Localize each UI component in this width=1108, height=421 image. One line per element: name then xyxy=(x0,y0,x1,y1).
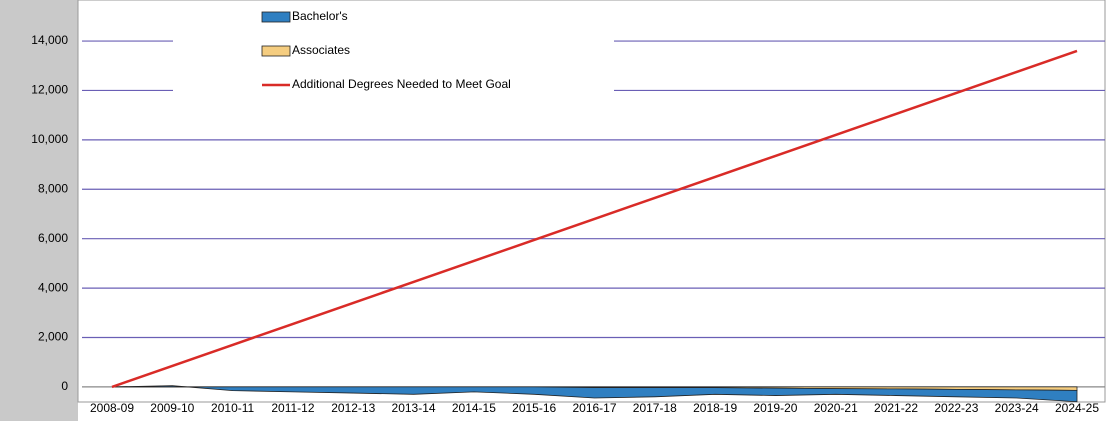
x-tick-label: 2022-23 xyxy=(934,401,978,415)
legend-swatch xyxy=(261,11,291,23)
y-tick-label: 0 xyxy=(61,379,68,393)
area xyxy=(111,385,1078,403)
y-tick-label: 10,000 xyxy=(31,132,68,146)
x-tick-label: 2019-20 xyxy=(753,401,797,415)
x-tick-label: 2011-12 xyxy=(271,401,314,415)
x-tick-label: 2016-17 xyxy=(572,401,616,415)
y-tick-label: 6,000 xyxy=(38,231,68,245)
line xyxy=(111,49,1078,389)
axis-panel xyxy=(0,0,78,421)
x-tick-label: 2014-15 xyxy=(452,401,496,415)
x-tick-label: 2017-18 xyxy=(633,401,677,415)
x-tick-label: 2010-11 xyxy=(211,401,254,415)
x-tick-label: 2023-24 xyxy=(995,401,1039,415)
x-tick-label: 2012-13 xyxy=(331,401,375,415)
x-tick-label: 2018-19 xyxy=(693,401,737,415)
x-tick-label: 2015-16 xyxy=(512,401,556,415)
y-tick-label: 4,000 xyxy=(38,280,68,294)
legend-label: Additional Degrees Needed to Meet Goal xyxy=(292,77,511,91)
legend-label: Bachelor's xyxy=(292,9,348,23)
y-tick-label: 2,000 xyxy=(38,330,68,344)
legend xyxy=(173,1,614,101)
x-tick-label: 2021-22 xyxy=(874,401,918,415)
legend-label: Associates xyxy=(292,43,350,57)
y-tick-label: 14,000 xyxy=(31,33,68,47)
x-tick-label: 2009-10 xyxy=(150,401,194,415)
y-tick-label: 8,000 xyxy=(38,181,68,195)
x-tick-label: 2008-09 xyxy=(90,401,134,415)
x-tick-label: 2024-25 xyxy=(1055,401,1099,415)
x-tick-label: 2013-14 xyxy=(392,401,436,415)
y-tick-label: 12,000 xyxy=(31,83,68,97)
legend-swatch xyxy=(261,45,291,57)
x-tick-label: 2020-21 xyxy=(814,401,858,415)
